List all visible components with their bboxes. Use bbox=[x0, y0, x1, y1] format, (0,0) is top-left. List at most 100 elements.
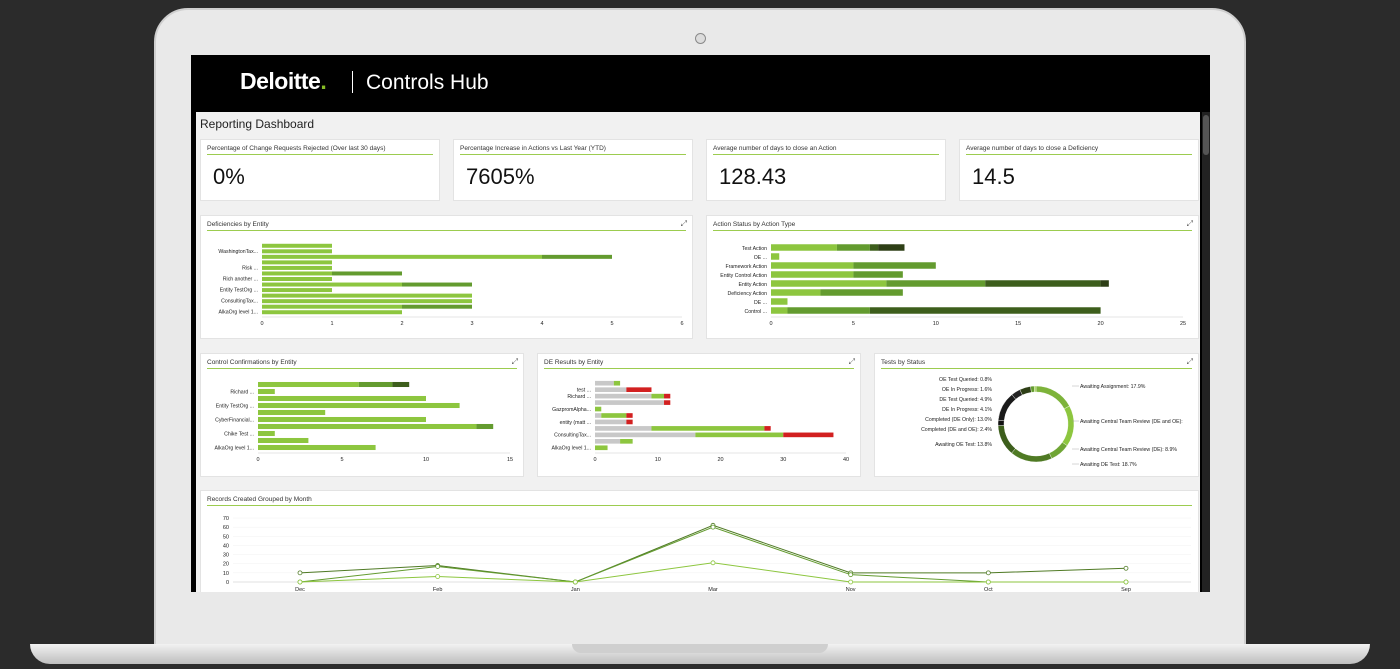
bar-segment bbox=[262, 271, 332, 276]
bar-segment bbox=[853, 262, 936, 269]
y-tick-label: Richard ... bbox=[230, 390, 254, 396]
tests-status-donut-chart: Awaiting Assignment: 17.9% Awaiting Centr… bbox=[921, 377, 1183, 468]
series-line bbox=[299, 524, 1127, 583]
y-tick-label: entity (matt ... bbox=[560, 420, 591, 426]
data-point bbox=[572, 579, 578, 585]
bar-segment bbox=[258, 402, 460, 409]
bar-segment bbox=[820, 289, 903, 296]
y-tick-label: 20 bbox=[223, 562, 229, 568]
y-tick-label: Entity Action bbox=[738, 282, 767, 288]
expand-icon[interactable]: ⤢ bbox=[848, 357, 855, 366]
control-confirmations-chart-card: Control Confirmations by Entity ⤢ Richar… bbox=[200, 353, 524, 477]
data-point bbox=[985, 579, 991, 585]
expand-icon[interactable]: ⤢ bbox=[680, 219, 687, 228]
x-tick-label: Nov bbox=[846, 587, 856, 592]
bar-segment bbox=[262, 243, 332, 248]
expand-icon[interactable]: ⤢ bbox=[511, 357, 518, 366]
data-point bbox=[297, 579, 303, 585]
y-tick-label: WashingtonTax... bbox=[218, 249, 258, 255]
bar-segment bbox=[258, 437, 309, 444]
title-rule bbox=[544, 368, 854, 369]
y-tick-label: Richard ... bbox=[567, 394, 591, 400]
bar-segment bbox=[771, 280, 887, 287]
screen: Deloitte. Controls Hub Reporting Dashboa… bbox=[191, 55, 1210, 592]
chart-title: Action Status by Action Type bbox=[713, 221, 796, 228]
bar-segment bbox=[595, 445, 608, 451]
y-tick-label: 70 bbox=[223, 516, 229, 522]
data-point bbox=[985, 570, 991, 576]
bar-segment bbox=[262, 277, 332, 281]
y-tick-label: AlkaOrg level 1... bbox=[215, 446, 255, 452]
bar-segment bbox=[595, 438, 621, 444]
title-rule bbox=[207, 154, 433, 155]
bar-segment bbox=[542, 254, 612, 259]
chart-title: DE Results by Entity bbox=[544, 359, 604, 366]
tests-status-chart-card: Tests by Status ⤢ Awaiting Assignment: 1… bbox=[874, 353, 1199, 477]
y-tick-label: Deficiency Action bbox=[727, 291, 767, 297]
x-tick-label: Jan bbox=[571, 587, 580, 592]
brand-name: Deloitte bbox=[240, 68, 321, 94]
bar-segment bbox=[595, 413, 602, 418]
brand-divider bbox=[352, 71, 353, 93]
x-tick-label: 5 bbox=[852, 321, 855, 327]
data-point bbox=[848, 579, 854, 585]
slice-label: Awaiting Central Team Review (DE): 8.9% bbox=[1080, 447, 1177, 453]
y-tick-label: 0 bbox=[226, 580, 229, 586]
data-point bbox=[435, 564, 441, 569]
chart-title: Deficiencies by Entity bbox=[207, 221, 269, 228]
bar-segment bbox=[476, 423, 494, 430]
title-rule bbox=[207, 505, 1192, 506]
y-tick-label: Entity Control Action bbox=[720, 273, 767, 279]
scrollbar-thumb[interactable] bbox=[1203, 115, 1209, 155]
de-results-chart-card: DE Results by Entity ⤢ test ... Richard .… bbox=[537, 353, 861, 477]
bar-segment bbox=[836, 244, 870, 251]
bar-segment bbox=[358, 381, 393, 388]
bar-segment bbox=[258, 444, 376, 451]
kpi-card-change-requests: Percentage of Change Requests Rejected (… bbox=[200, 139, 440, 201]
bar-segment bbox=[595, 387, 627, 393]
bar-segment bbox=[392, 381, 410, 388]
bar-segment bbox=[853, 271, 903, 278]
deficiencies-chart-card: Deficiencies by Entity ⤢ WashingtonTax..… bbox=[200, 215, 693, 339]
bar-segment bbox=[402, 282, 472, 287]
y-tick-label: 60 bbox=[223, 525, 229, 531]
expand-icon[interactable]: ⤢ bbox=[1186, 357, 1193, 366]
y-tick-label: Chike Test ... bbox=[224, 432, 254, 438]
x-tick-label: 0 bbox=[256, 457, 259, 463]
app-header: Deloitte. Controls Hub bbox=[191, 55, 1210, 112]
donut-slice bbox=[1061, 405, 1075, 446]
slice-label: Awaiting Central Team Review (DE and OE)… bbox=[1080, 419, 1183, 425]
bar-segment bbox=[258, 381, 359, 388]
bar-segment bbox=[258, 388, 275, 395]
expand-icon[interactable]: ⤢ bbox=[1186, 219, 1193, 228]
brand-logo[interactable]: Deloitte. bbox=[240, 68, 327, 95]
bar-segment bbox=[262, 265, 332, 270]
title-rule bbox=[713, 230, 1192, 231]
bar-segment bbox=[262, 288, 332, 293]
kpi-card-actions-increase: Percentage Increase in Actions vs Last Y… bbox=[453, 139, 693, 201]
bar-segment bbox=[869, 307, 1101, 314]
chart-title: Tests by Status bbox=[881, 359, 926, 366]
bar-segment bbox=[262, 293, 472, 298]
bar-segment bbox=[771, 244, 837, 251]
donut-slice bbox=[1048, 441, 1068, 459]
bar-segment bbox=[771, 307, 788, 314]
y-tick-label: Entity TestOrg ... bbox=[220, 288, 258, 294]
y-tick-label: AlkaOrg level 1... bbox=[219, 310, 259, 316]
kpi-card-days-action: Average number of days to close an Actio… bbox=[706, 139, 946, 201]
x-tick-label: 25 bbox=[1180, 321, 1186, 327]
y-tick-label: Test Action bbox=[742, 246, 767, 252]
slice-label: OE Test Queried: 0.8% bbox=[939, 377, 992, 383]
bar-segment bbox=[613, 380, 621, 386]
y-tick-label: CyberFinancial... bbox=[215, 418, 254, 424]
data-point bbox=[1123, 579, 1129, 585]
bar-segment bbox=[595, 406, 602, 412]
chart-title: Records Created Grouped by Month bbox=[207, 496, 312, 503]
kpi-value: 128.43 bbox=[719, 164, 787, 189]
dashboard-content: Reporting Dashboard Percentage of Change… bbox=[196, 112, 1200, 592]
x-tick-label: 1 bbox=[330, 321, 333, 327]
scrollbar[interactable] bbox=[1202, 112, 1210, 592]
donut-slice bbox=[1019, 386, 1032, 396]
y-tick-label: 50 bbox=[223, 534, 229, 540]
title-rule bbox=[207, 368, 517, 369]
